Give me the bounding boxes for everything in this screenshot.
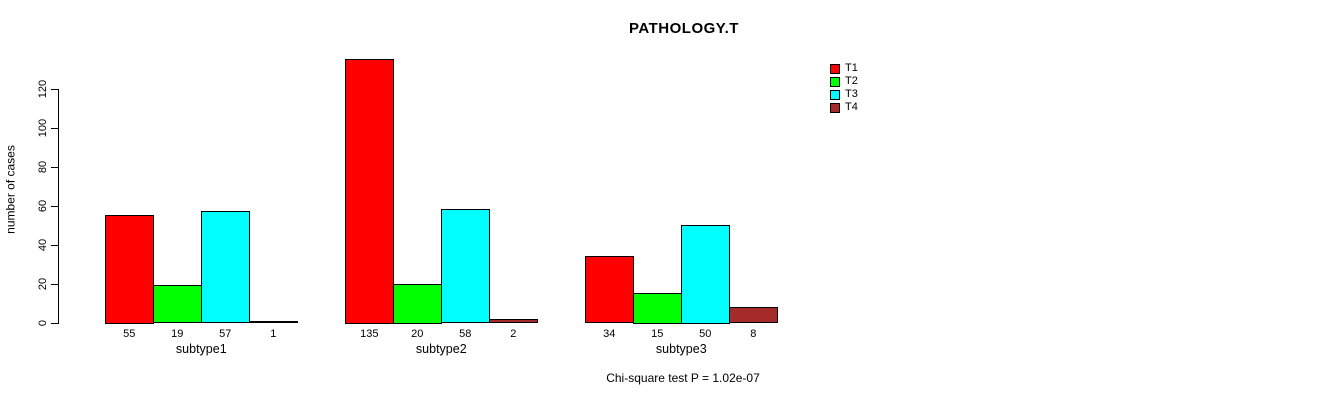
y-tick-label: 20 [36,277,49,290]
y-tick-label: 60 [36,199,49,212]
legend-label: T4 [845,101,858,113]
legend-label: T2 [845,75,858,87]
bar-t1-subtype2 [345,59,395,324]
y-tick-label: 40 [36,238,49,251]
legend-swatch-t3 [830,89,840,100]
bar-value-label: 57 [219,328,232,340]
bar-t2-subtype1 [153,285,203,324]
y-tick-label: 120 [36,79,49,98]
legend-item-t3: T3 [830,88,858,101]
bar-t2-subtype3 [633,293,683,324]
bar-value-label: 50 [699,328,712,340]
y-axis-tick [50,205,58,207]
y-axis-tick [50,166,58,168]
bar-t1-subtype1 [105,215,155,324]
bar-t4-subtype1 [249,320,299,324]
bar-value-label: 2 [510,328,517,340]
legend-swatch-t2 [830,76,840,87]
y-axis-tick [50,283,58,285]
chart-title: PATHOLOGY.T [629,20,739,37]
legend-item-t2: T2 [830,75,858,88]
bar-t4-subtype2 [489,318,539,324]
bar-value-label: 58 [459,328,472,340]
legend-swatch-t4 [830,102,840,113]
bar-t3-subtype1 [201,211,251,324]
bar-value-label: 135 [360,328,379,340]
category-label: subtype3 [655,342,707,356]
y-axis-tick [50,244,58,246]
bar-t1-subtype3 [585,256,635,324]
y-axis-line [57,88,59,324]
y-tick-label: 0 [36,319,49,326]
y-tick-label: 80 [36,160,49,173]
bar-t3-subtype3 [681,225,731,324]
category-label: subtype1 [175,342,227,356]
y-tick-label: 100 [36,118,49,137]
bar-value-label: 19 [171,328,184,340]
bar-value-label: 20 [411,328,424,340]
legend-item-t4: T4 [830,101,858,114]
bar-value-label: 34 [603,328,616,340]
y-axis-tick [50,322,58,324]
legend-item-t1: T1 [830,62,858,75]
chi-square-note: Chi-square test P = 1.02e-07 [606,371,760,385]
legend-label: T3 [845,88,858,100]
bar-t4-subtype3 [729,306,779,324]
bar-t2-subtype2 [393,283,443,324]
bar-value-label: 1 [270,328,277,340]
bar-value-label: 55 [123,328,136,340]
y-axis-tick [50,127,58,129]
y-axis-tick [50,88,58,90]
legend: T1 T2 T3 T4 [830,62,858,114]
category-label: subtype2 [415,342,467,356]
bar-value-label: 15 [651,328,664,340]
legend-label: T1 [845,62,858,74]
legend-swatch-t1 [830,63,840,74]
bar-value-label: 8 [750,328,757,340]
bar-t3-subtype2 [441,209,491,324]
